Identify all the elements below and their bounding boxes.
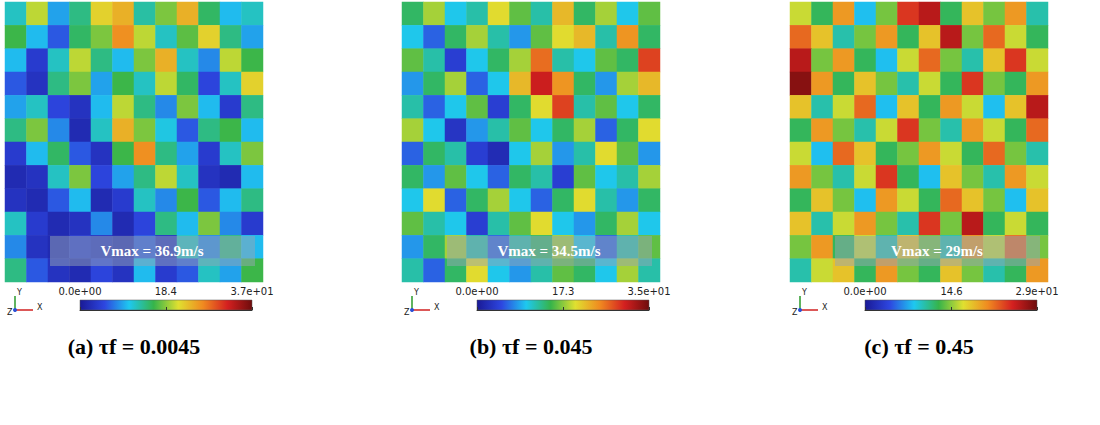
svg-text:Z: Z (792, 308, 798, 317)
svg-text:(a) τf = 0.0045: (a) τf = 0.0045 (68, 334, 201, 359)
svg-text:3.5e+01: 3.5e+01 (627, 286, 670, 297)
svg-text:X: X (37, 303, 43, 312)
svg-text:Y: Y (16, 288, 22, 297)
svg-text:X: X (434, 303, 440, 312)
svg-text:Vmax = 34.5m/s: Vmax = 34.5m/s (497, 243, 600, 259)
svg-text:Y: Y (413, 288, 419, 297)
svg-text:Z: Z (404, 308, 410, 317)
svg-text:0.0e+00: 0.0e+00 (843, 286, 886, 297)
svg-text:18.4: 18.4 (155, 286, 177, 297)
svg-text:X: X (822, 303, 828, 312)
svg-text:14.6: 14.6 (940, 286, 962, 297)
svg-text:(b) τf = 0.045: (b) τf = 0.045 (470, 334, 593, 359)
svg-text:(c) τf = 0.45: (c) τf = 0.45 (864, 334, 973, 359)
svg-text:Y: Y (801, 288, 807, 297)
svg-text:3.7e+01: 3.7e+01 (230, 286, 273, 297)
svg-text:0.0e+00: 0.0e+00 (455, 286, 498, 297)
svg-text:Z: Z (7, 308, 13, 317)
svg-text:Vmax = 36.9m/s: Vmax = 36.9m/s (100, 243, 203, 259)
svg-text:2.9e+01: 2.9e+01 (1015, 286, 1058, 297)
svg-text:17.3: 17.3 (552, 286, 574, 297)
svg-text:0.0e+00: 0.0e+00 (58, 286, 101, 297)
svg-text:Vmax = 29m/s: Vmax = 29m/s (891, 243, 983, 259)
